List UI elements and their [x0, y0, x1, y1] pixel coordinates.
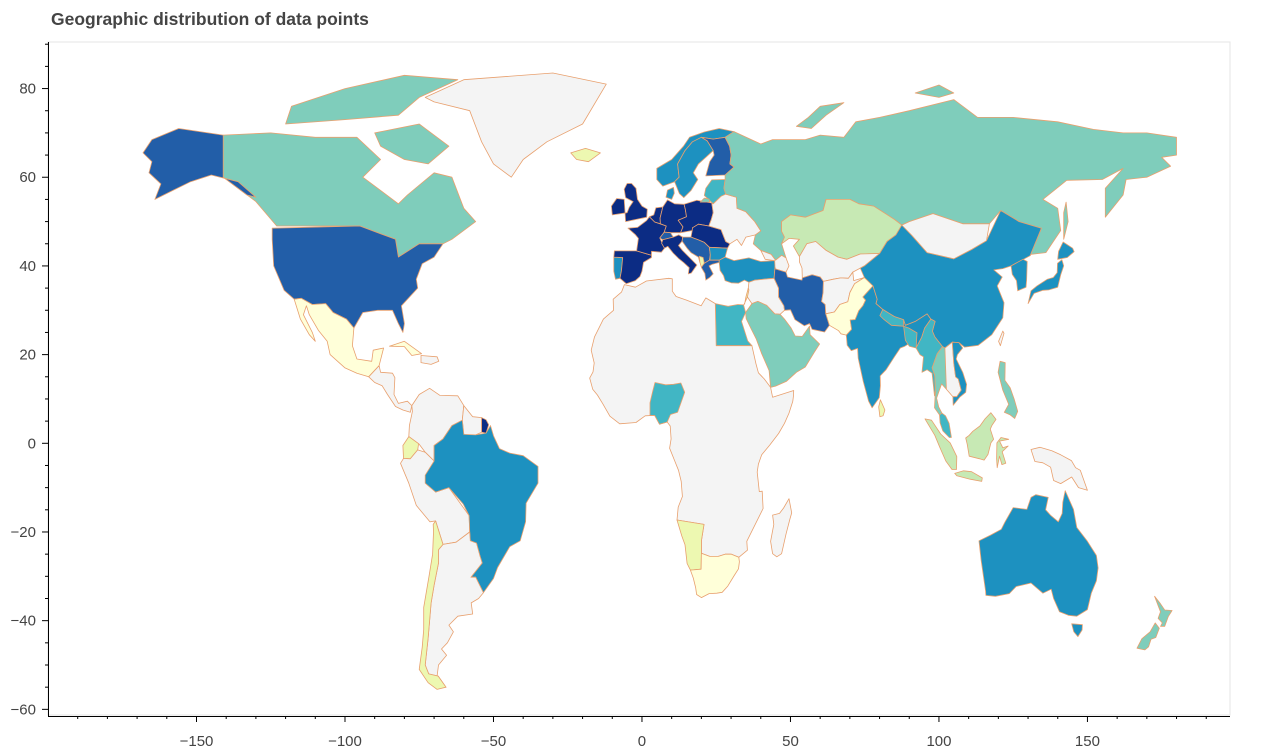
country-canada-islands-2	[374, 123, 450, 165]
country-nigeria	[649, 382, 686, 425]
country-new-zealand-south	[1136, 622, 1160, 651]
country-israel-lebanon	[743, 287, 750, 306]
country-severnaya-zemlya	[914, 84, 955, 98]
country-japan	[1027, 259, 1065, 304]
country-brazil	[424, 419, 539, 594]
country-java	[954, 470, 983, 482]
country-syria-iraq-jordan	[747, 277, 785, 315]
country-new-guinea	[1030, 446, 1088, 491]
country-vietnam	[951, 341, 967, 406]
country-sulawesi	[996, 437, 1010, 469]
country-hispaniola	[420, 355, 440, 365]
country-australia	[978, 490, 1099, 617]
countries-layer	[142, 72, 1177, 690]
country-caucasus	[760, 250, 790, 273]
country-sweden	[674, 136, 714, 198]
country-philippines	[997, 360, 1019, 419]
y-tick-label: 80	[19, 81, 36, 98]
country-sakhalin	[1063, 201, 1069, 240]
country-french-guiana	[481, 417, 490, 434]
y-tick-label: 20	[19, 347, 36, 364]
y-tick-label: −60	[11, 701, 36, 718]
country-italy	[661, 234, 698, 275]
y-tick-label: −40	[11, 613, 36, 630]
country-novaya-zemlya	[796, 102, 845, 129]
y-tick-label: 60	[19, 169, 36, 186]
country-uk-ireland	[611, 183, 648, 222]
x-tick-label: −150	[180, 733, 214, 750]
x-tick-label: 0	[638, 733, 646, 750]
x-tick-label: −100	[328, 733, 362, 750]
country-mongolia	[901, 213, 990, 260]
country-chile	[418, 520, 447, 690]
country-greenland	[424, 72, 607, 178]
country-cuba	[389, 340, 422, 356]
x-tick-label: 50	[782, 733, 799, 750]
country-new-zealand-north	[1154, 595, 1173, 627]
y-tick-label: 0	[28, 435, 36, 452]
country-central-america	[368, 365, 413, 413]
y-tick-label: 40	[19, 258, 36, 275]
country-taiwan	[998, 330, 1005, 347]
axes: −150 −100 −50 0 50 100 150 80 60 40 20 0 −20 −40 −60	[11, 42, 1230, 750]
country-kaliningrad	[699, 197, 711, 203]
country-alaska	[142, 128, 257, 200]
x-tick-label: 100	[926, 733, 951, 750]
country-arabian-peninsula	[745, 301, 820, 388]
country-hokkaido	[1057, 241, 1075, 260]
country-korea	[1010, 258, 1028, 292]
country-malay-peninsula	[939, 412, 952, 438]
country-greece	[701, 259, 720, 281]
y-tick-label: −20	[11, 524, 36, 541]
country-canada	[222, 132, 477, 258]
country-madagascar	[770, 498, 793, 558]
country-sumatra	[924, 418, 958, 470]
country-tasmania	[1071, 623, 1083, 637]
x-tick-label: 150	[1075, 733, 1100, 750]
country-iceland	[570, 148, 601, 163]
country-sri-lanka	[878, 399, 886, 418]
country-canada-islands-1	[285, 74, 459, 125]
x-tick-label: −50	[481, 733, 506, 750]
chart-title: Geographic distribution of data points	[51, 9, 369, 29]
country-denmark	[665, 187, 675, 200]
country-borneo	[965, 412, 997, 461]
country-south-africa	[690, 552, 740, 598]
